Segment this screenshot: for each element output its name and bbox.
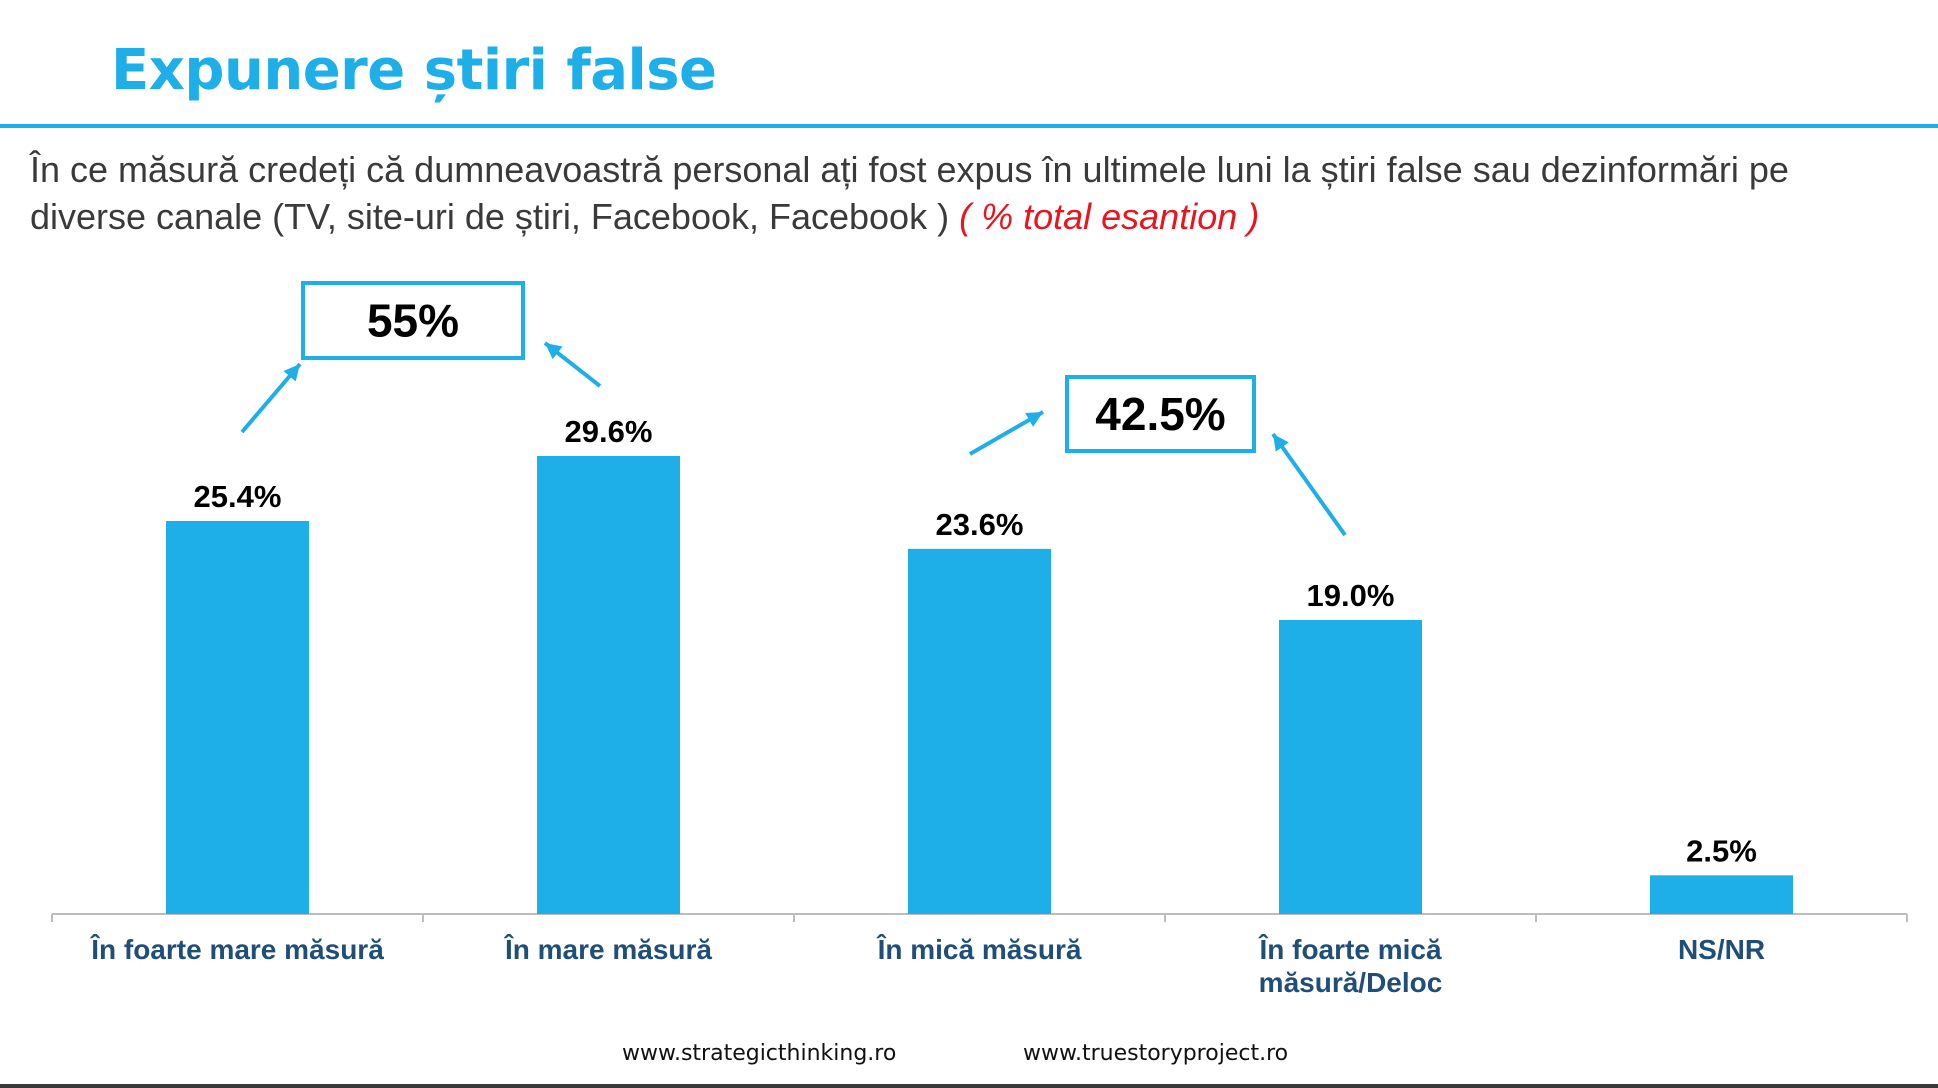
arrow-shaft xyxy=(1271,432,1347,537)
page-title: Expunere știri false xyxy=(111,38,717,103)
bar xyxy=(537,456,680,914)
title-divider xyxy=(0,124,1938,128)
category-label: măsură/Deloc xyxy=(1259,967,1443,998)
arrow-head xyxy=(1273,434,1289,452)
arrow-head xyxy=(283,364,300,382)
data-label: 19.0% xyxy=(1307,578,1395,613)
arrow-head xyxy=(545,343,563,360)
callout-total: 42.5% xyxy=(1095,388,1225,440)
bar xyxy=(166,520,309,914)
callout-box xyxy=(301,281,525,360)
category-label: În foarte mică xyxy=(1257,934,1441,965)
survey-question: În ce măsură credeți că dumneavoastră pe… xyxy=(30,146,1910,240)
question-note: ( % total esantion ) xyxy=(959,196,1260,237)
bar xyxy=(908,548,1051,914)
data-label: 25.4% xyxy=(194,479,282,514)
category-label: În mică măsură xyxy=(876,934,1082,965)
data-label: 29.6% xyxy=(565,414,653,449)
footer-divider xyxy=(0,1084,1938,1088)
arrow-head xyxy=(1025,412,1043,427)
category-label: În foarte mare măsură xyxy=(89,934,384,965)
category-label: NS/NR xyxy=(1678,934,1765,965)
data-label: 2.5% xyxy=(1686,833,1757,868)
callout-box xyxy=(1065,375,1256,453)
bar xyxy=(1279,620,1422,914)
data-label: 23.6% xyxy=(936,507,1024,542)
callout-total: 55% xyxy=(367,295,459,347)
footer-link-strategicthinking[interactable]: www.strategicthinking.ro xyxy=(622,1041,897,1066)
bar xyxy=(1650,875,1793,914)
question-text: În ce măsură credeți că dumneavoastră pe… xyxy=(30,149,1789,237)
category-label: În mare măsură xyxy=(503,934,712,965)
footer-link-truestoryproject[interactable]: www.truestoryproject.ro xyxy=(1023,1041,1289,1066)
